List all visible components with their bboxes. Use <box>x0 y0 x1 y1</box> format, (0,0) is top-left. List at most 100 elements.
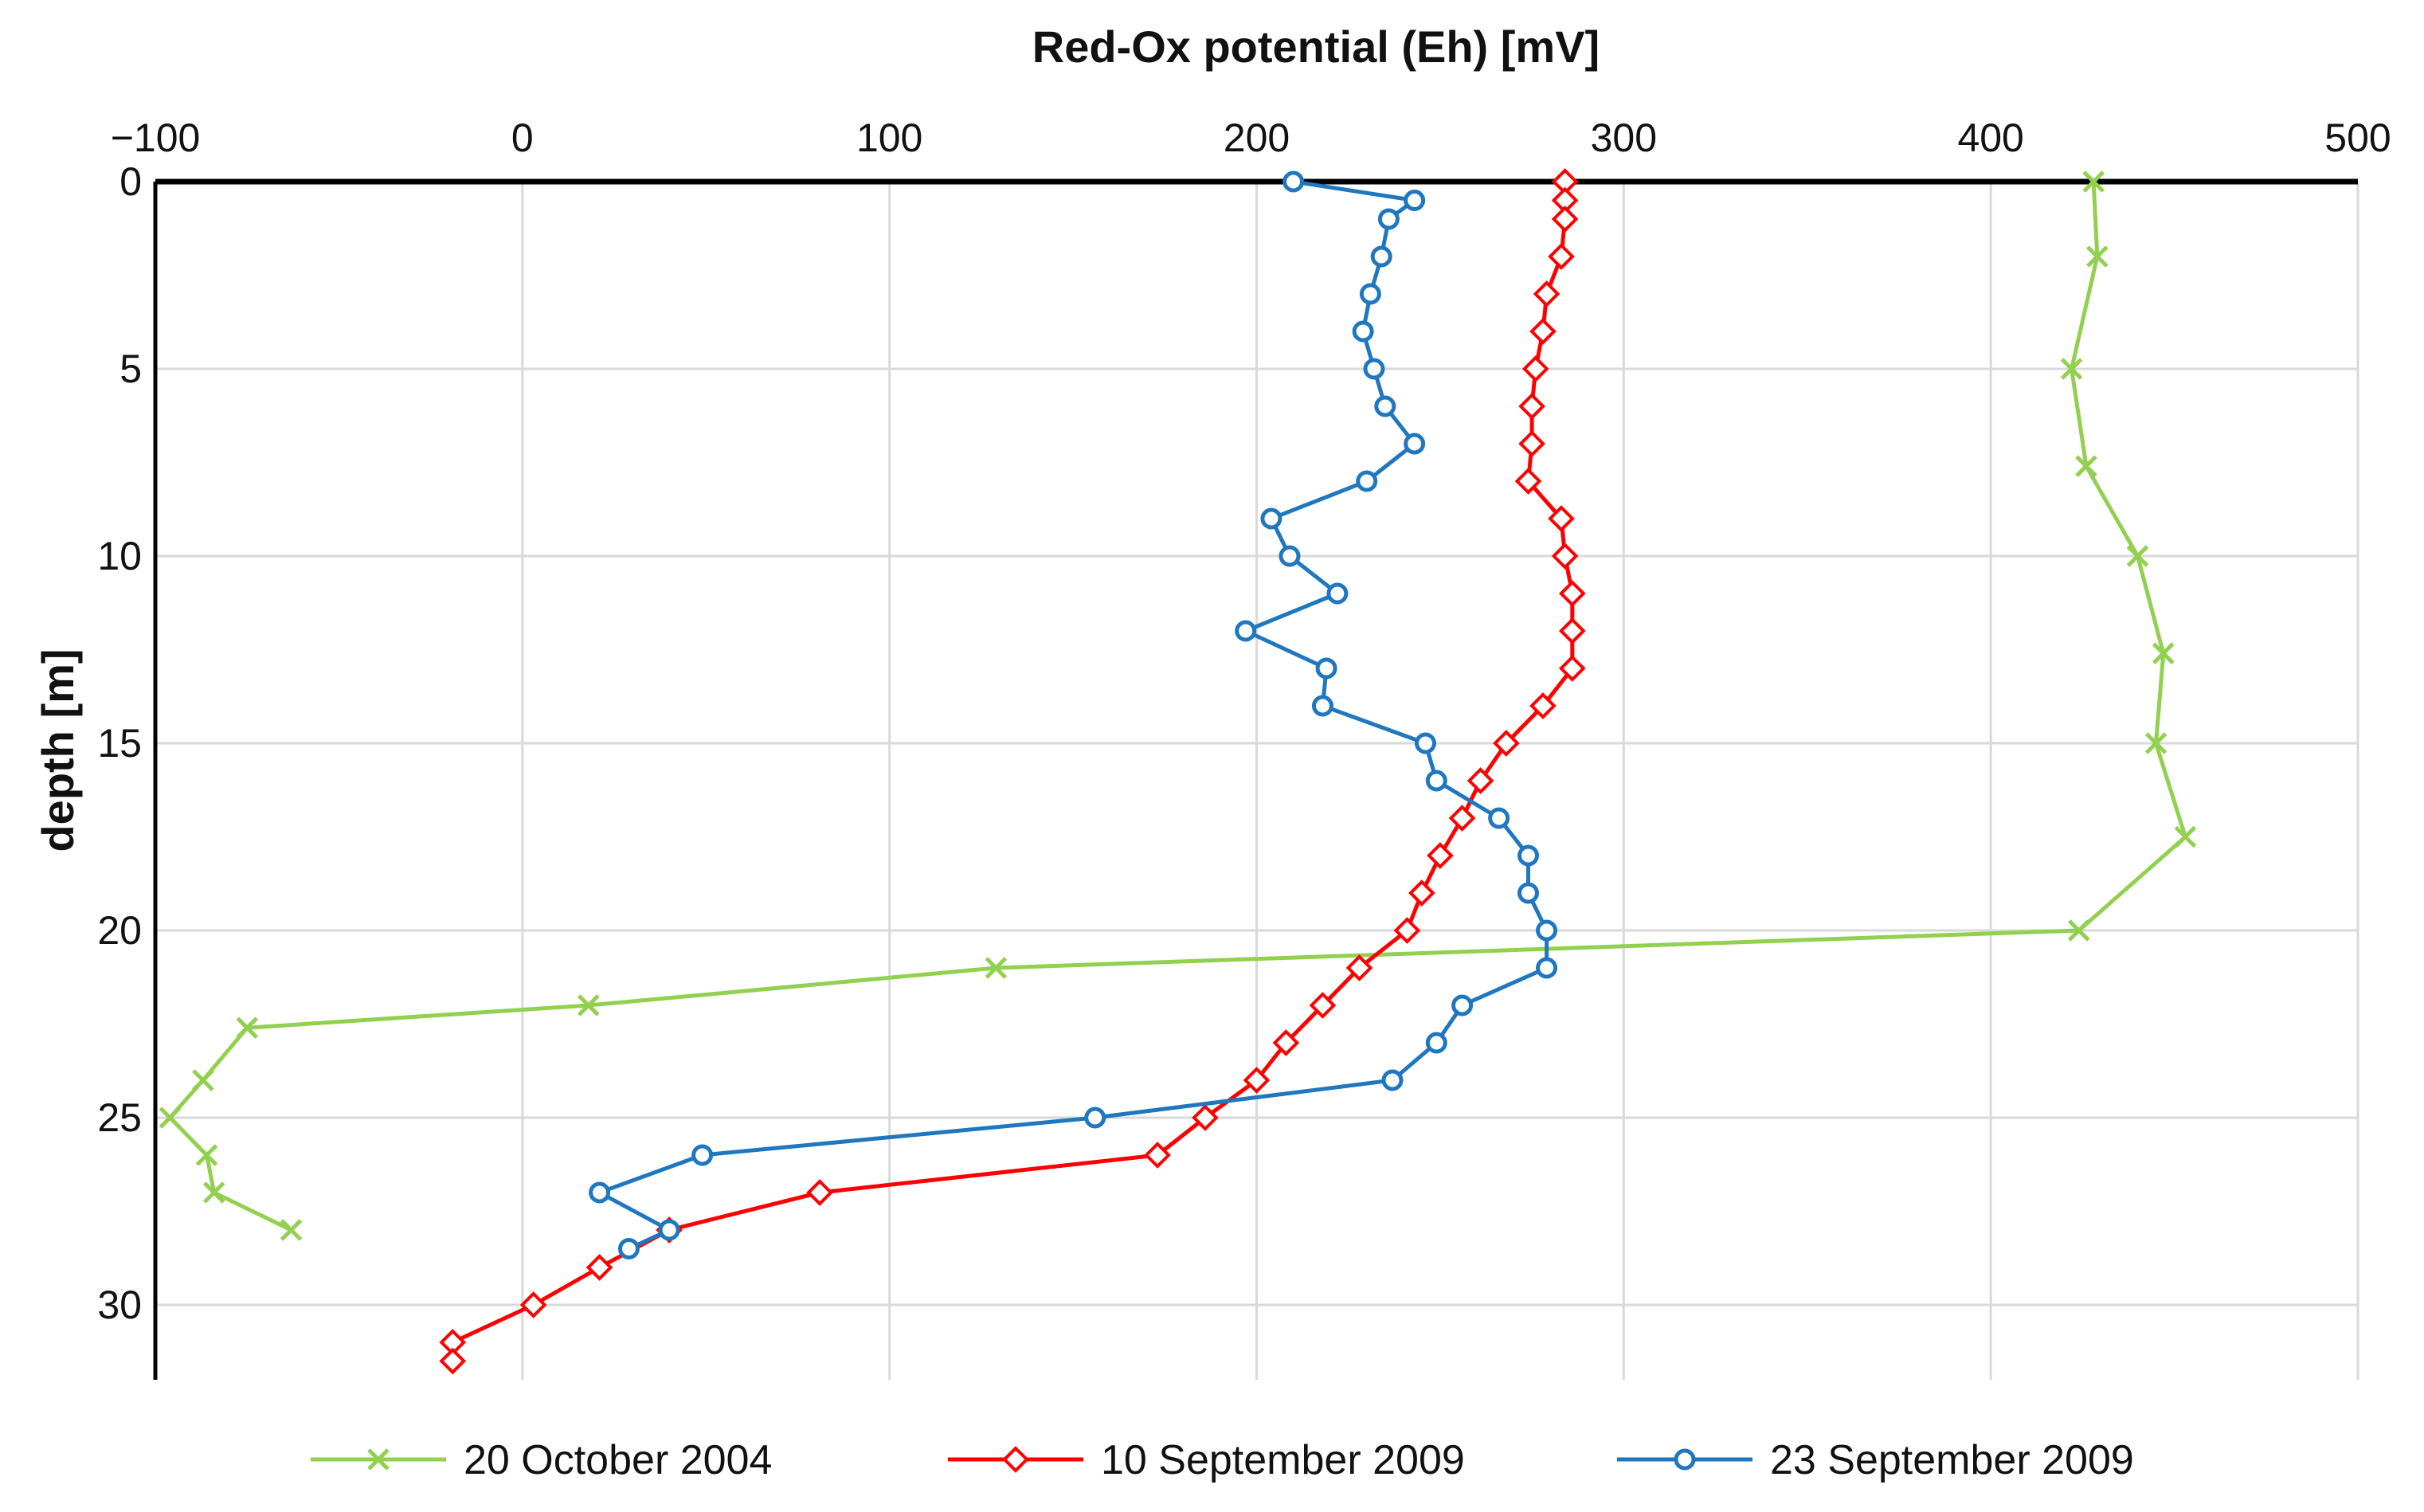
y-tick-label: 15 <box>97 721 142 766</box>
data-point <box>280 1219 303 1241</box>
legend: 20 October 2004 10 September 2009 23 Septe… <box>311 1437 2134 1483</box>
legend-marker <box>1674 1448 1696 1471</box>
data-point <box>1311 695 1333 717</box>
data-point <box>1345 954 1373 981</box>
data-point <box>159 1107 182 1129</box>
data-point <box>2144 732 2168 754</box>
y-tick-label: 10 <box>97 534 142 578</box>
y-tick-label: 30 <box>97 1283 142 1327</box>
data-point <box>1427 842 1454 869</box>
gridlines <box>155 182 2359 1380</box>
data-point <box>195 1144 218 1166</box>
data-point <box>1393 917 1421 944</box>
data-point <box>1517 844 1540 867</box>
data-point <box>1425 770 1447 792</box>
data-point <box>1558 655 1586 682</box>
y-axis-title: depth [m] <box>33 648 83 852</box>
data-point <box>1235 620 1257 642</box>
series-line <box>167 181 2187 1232</box>
data-point <box>236 1016 258 1039</box>
data-point <box>1272 1029 1300 1056</box>
data-point <box>1551 543 1579 570</box>
x-tick-label: 0 <box>511 116 534 160</box>
axes <box>153 178 2358 1380</box>
data-point <box>1558 580 1586 607</box>
series-1 <box>159 170 2197 1241</box>
data-point <box>1558 617 1586 644</box>
series-2 <box>439 168 1586 1375</box>
data-point <box>1404 190 1426 211</box>
data-point <box>1548 243 1575 270</box>
data-point <box>1326 582 1349 605</box>
data-point <box>2152 642 2175 664</box>
data-point <box>1243 1067 1271 1094</box>
data-point <box>1408 879 1435 907</box>
data-point <box>585 1254 613 1281</box>
data-point <box>985 957 1008 979</box>
data-point <box>1374 395 1396 417</box>
data-point <box>2060 358 2083 380</box>
data-point <box>1084 1107 1106 1129</box>
data-point <box>439 1347 467 1375</box>
series-line <box>450 182 1575 1361</box>
data-point <box>1359 283 1381 305</box>
data-point <box>192 1069 214 1091</box>
data-point <box>2126 545 2149 567</box>
data-point <box>1144 1142 1171 1169</box>
y-tick-label: 5 <box>119 347 142 391</box>
data-point <box>1282 170 1305 193</box>
data-point <box>1536 957 1558 979</box>
data-point <box>2174 825 2197 848</box>
legend-label: 20 October 2004 <box>464 1437 772 1483</box>
x-tick-label: 100 <box>856 116 922 160</box>
data-point <box>1414 732 1436 754</box>
data-point <box>1279 545 1301 567</box>
data-point <box>1551 206 1579 233</box>
data-point <box>2082 170 2105 193</box>
x-tick-label: 200 <box>1224 116 1290 160</box>
data-point <box>1467 767 1494 794</box>
data-point <box>2075 455 2097 477</box>
data-point <box>1518 393 1545 420</box>
data-point <box>1529 692 1557 719</box>
data-point <box>2068 919 2090 942</box>
x-tick-label: 400 <box>1957 116 2023 160</box>
series-line <box>597 179 1549 1251</box>
data-point <box>1425 1032 1447 1054</box>
data-point <box>658 1219 680 1241</box>
data-point <box>1370 245 1392 268</box>
data-point <box>1315 657 1337 680</box>
y-tick-label: 20 <box>97 908 142 953</box>
data-point <box>1536 919 1558 942</box>
data-point <box>691 1144 714 1166</box>
data-point <box>1363 358 1385 380</box>
x-tick-label: −100 <box>111 116 201 160</box>
y-tick-label: 25 <box>97 1095 142 1140</box>
data-point <box>578 994 600 1016</box>
legend-marker <box>1002 1446 1029 1473</box>
data-point <box>617 1238 640 1259</box>
data-point <box>1377 208 1400 230</box>
data-point <box>1548 505 1575 532</box>
data-point <box>1518 430 1545 457</box>
data-point <box>589 1181 611 1204</box>
data-point <box>1260 507 1282 530</box>
x-axis-title: Red-Ox potential (Eh) [mV] <box>1032 22 1600 72</box>
data-point <box>1381 1069 1404 1091</box>
data-point <box>1448 805 1476 832</box>
data-point <box>1514 468 1542 495</box>
data-point <box>1529 318 1557 345</box>
y-tick-label: 0 <box>119 159 142 204</box>
data-point <box>202 1181 225 1204</box>
x-tick-label: 500 <box>2324 116 2391 160</box>
legend-item: 23 September 2009 <box>1617 1437 2134 1483</box>
data-point <box>1192 1104 1219 1131</box>
data-point <box>1404 433 1426 455</box>
data-point <box>1488 807 1510 829</box>
legend-label: 23 September 2009 <box>1770 1437 2134 1483</box>
data-point <box>519 1291 547 1318</box>
data-point <box>1493 730 1520 757</box>
x-tick-label: 300 <box>1591 116 1657 160</box>
